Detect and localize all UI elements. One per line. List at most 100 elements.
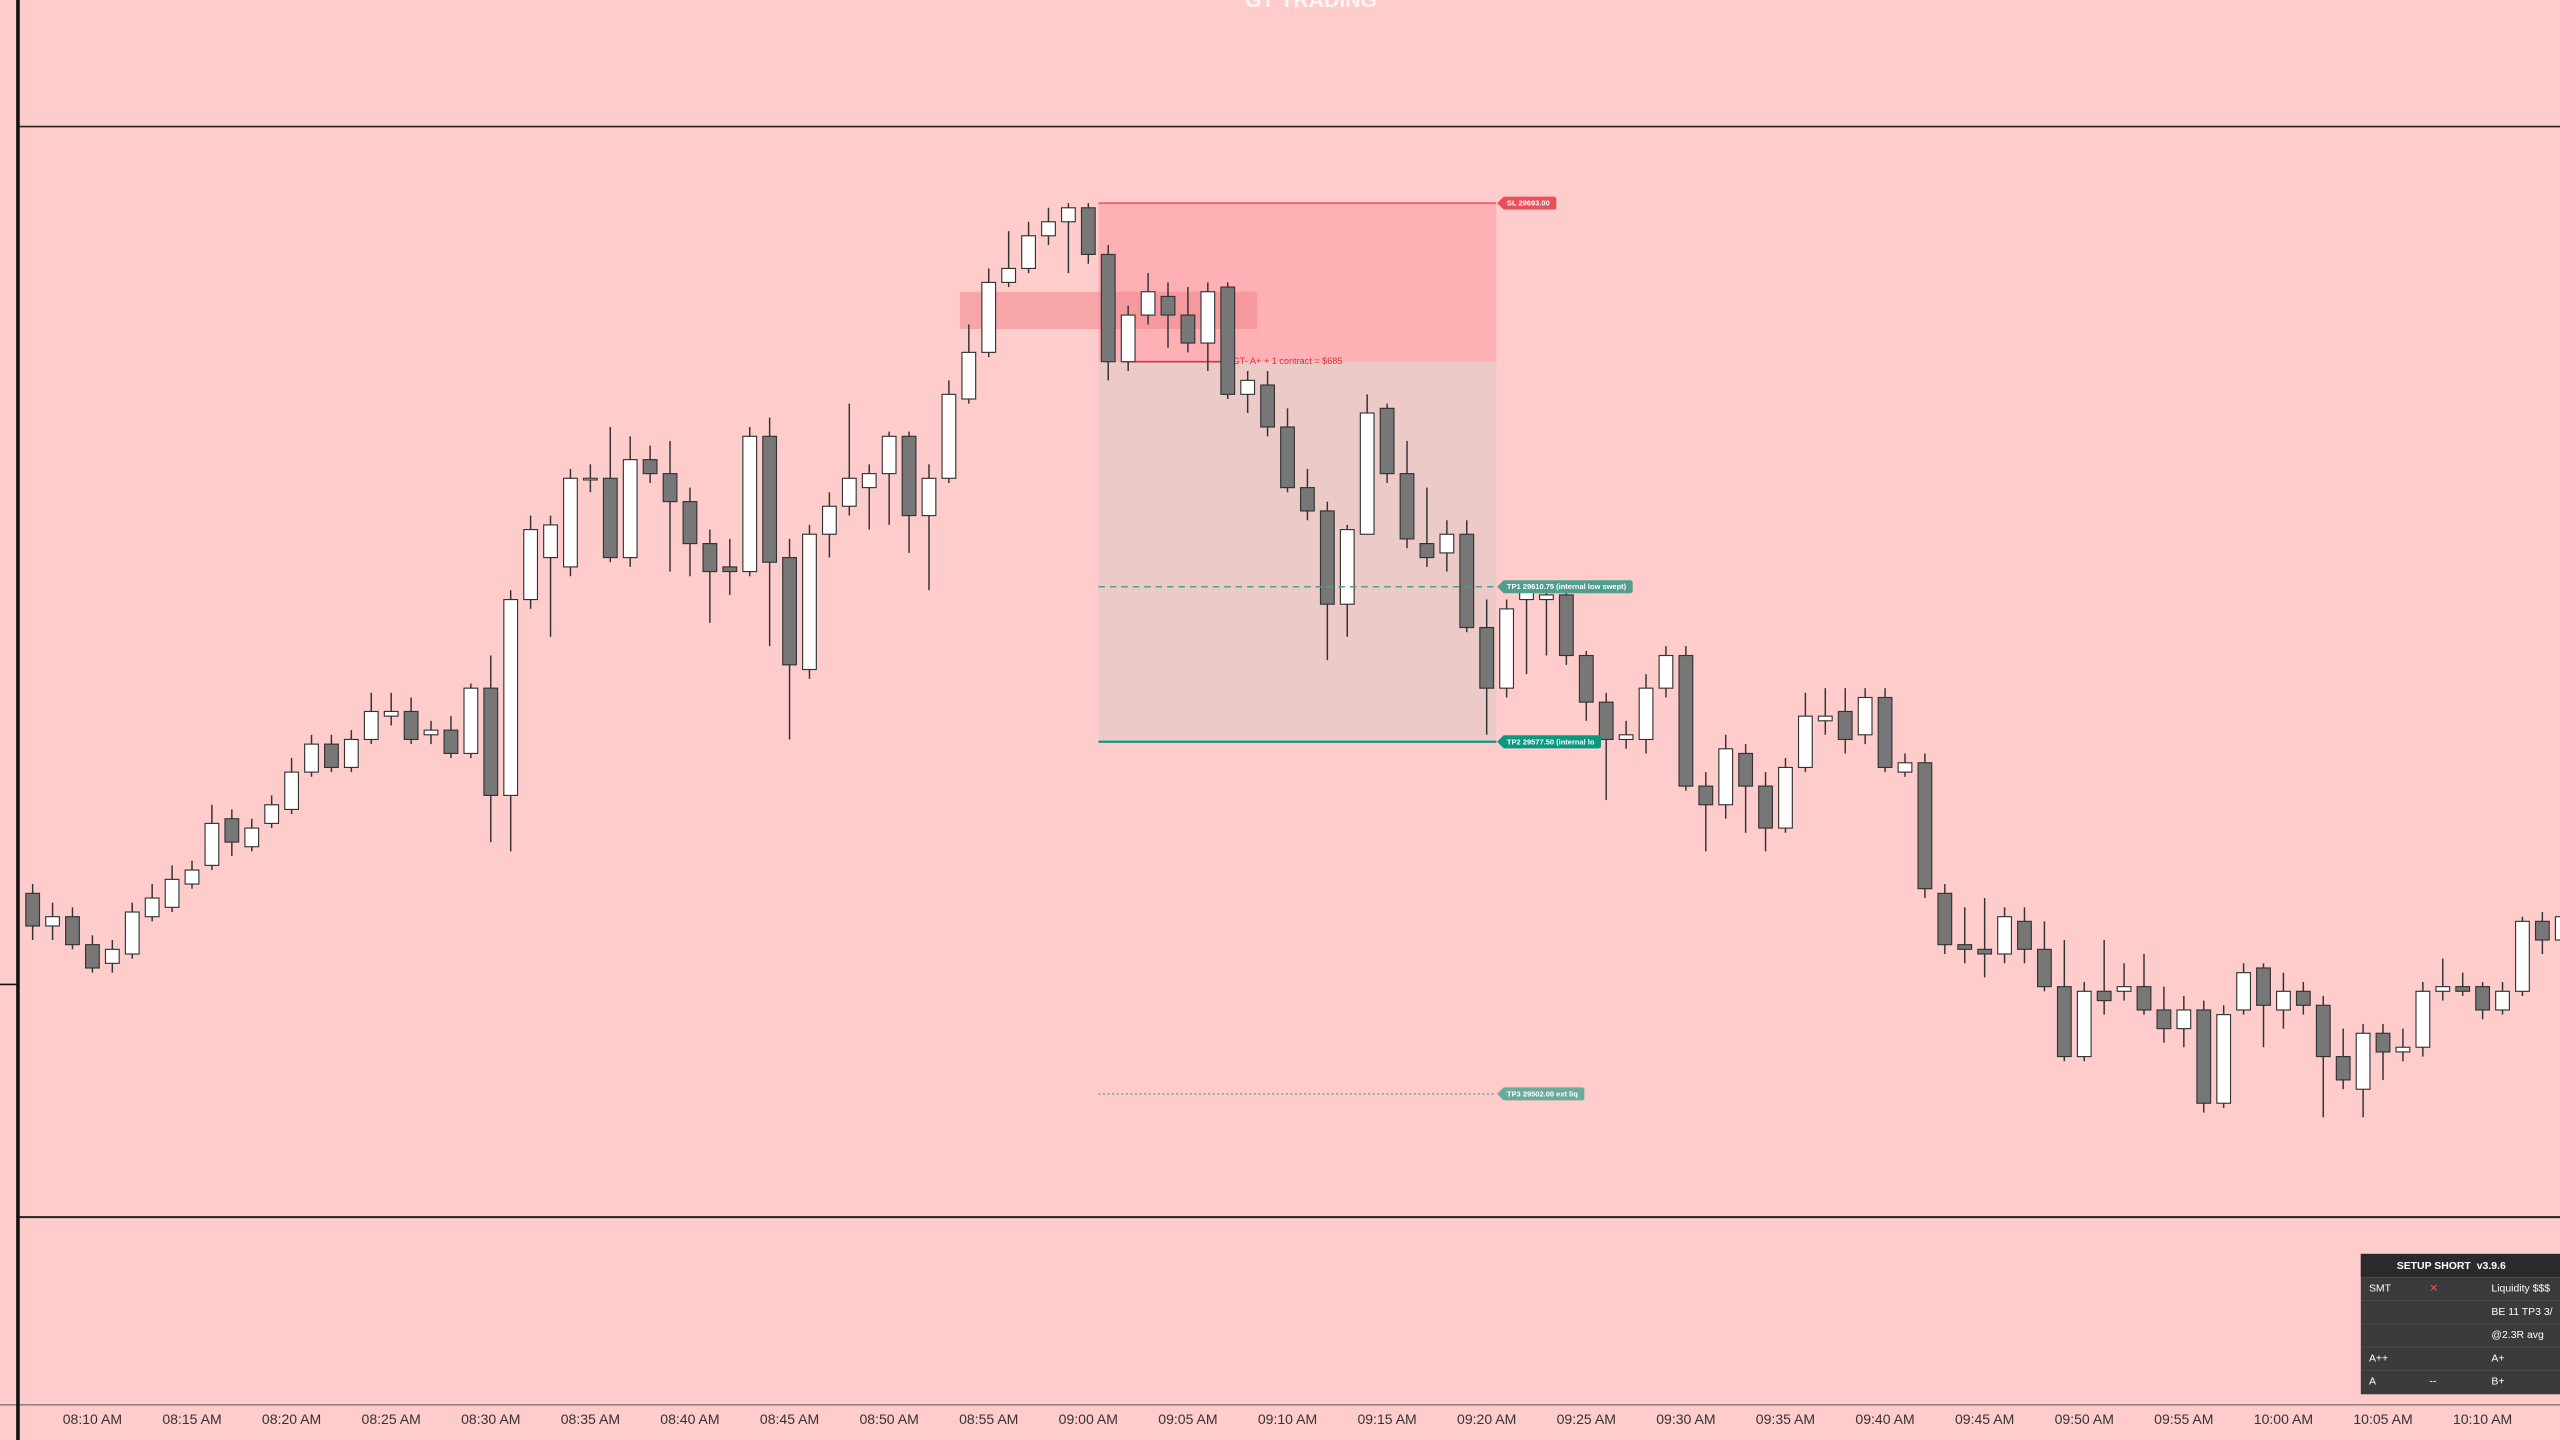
x-tick-label: 08:20 AM [262,1411,321,1427]
risk-zone [1098,203,1497,362]
candle-body [2554,916,2560,941]
level-tag-bg [1497,735,1602,749]
x-tick-label: 08:55 AM [959,1411,1018,1427]
candle-body [523,529,539,601]
panel-cell: A [2369,1376,2376,1387]
panel-header [2360,1253,2560,1277]
candle-body [941,393,957,479]
x-tick-label: 09:30 AM [1656,1411,1715,1427]
candle-body [841,477,857,507]
level-tag-label: TP1 29610.75 (internal low swept) [1507,582,1627,591]
candle-body [1957,944,1973,950]
candle-body [2096,990,2112,1002]
candle-body [1917,762,1933,890]
candle-body [1698,785,1714,806]
candle-body [2196,1009,2212,1104]
candle-body [2415,990,2431,1048]
candle-body [443,729,459,755]
x-tick-label: 09:10 AM [1258,1411,1317,1427]
x-tick-label: 08:35 AM [561,1411,620,1427]
candle-body [1379,407,1395,475]
candle-body [1459,533,1475,629]
x-tick-label: 08:50 AM [859,1411,918,1427]
entry-label: GT- A+ + 1 contract = $685 [1233,356,1343,366]
candle-body [1598,701,1614,741]
candle-body [1200,291,1216,344]
candle-body [1618,734,1634,741]
candle-body [2315,1004,2331,1058]
candle-body [1658,654,1674,689]
candle-body [144,897,160,918]
candle-body [921,477,937,517]
candle-body [1558,594,1574,657]
x-tick-label: 08:45 AM [760,1411,819,1427]
candle-body [463,687,479,755]
candle-body [961,351,977,400]
candle-body [1319,510,1335,605]
reward-zone [1098,361,1497,742]
candle-body [762,435,778,563]
candle-body [284,771,300,810]
candle-body [563,477,578,568]
candle-body [2036,948,2052,988]
candle-body [1419,543,1435,559]
candle-body [1280,426,1295,489]
x-tick-label: 08:10 AM [63,1411,122,1427]
candle-body [1778,766,1793,829]
candle-body [2017,920,2032,950]
candle-body [2355,1032,2371,1090]
candle-body [2375,1032,2391,1053]
panel-cell: A+ [2491,1353,2504,1364]
candle-body [124,911,140,955]
candle-body [901,435,917,517]
candle-body [861,473,877,489]
panel-title: SETUP SHORT [2397,1261,2472,1272]
level-tag-label: SL 29693.00 [1507,199,1550,208]
x-tick-label: 09:25 AM [1557,1411,1616,1427]
level-tag: SL 29693.00 [1497,196,1557,210]
candle-body [1817,715,1833,722]
panel-cell: SMT [2369,1284,2392,1295]
panel-version: v3.9.6 [2477,1261,2506,1272]
candle-body [1638,687,1654,741]
candle-body [2534,920,2550,941]
level-tag: TP3 29502.00 ext liq [1497,1087,1585,1101]
panel-cell: BE 11 TP3 3/ [2491,1307,2552,1318]
candle-body [1359,412,1375,535]
candle-body [2156,1009,2172,1030]
candle-body [1718,748,1734,806]
candle-body [343,738,359,769]
candle-body [602,477,618,559]
level-tag-label: TP2 29577.50 (internal lo [1507,737,1595,746]
candle-body [1857,696,1873,736]
x-tick-label: 09:50 AM [2055,1411,2114,1427]
candle-body [164,878,180,908]
x-tick-label: 08:25 AM [362,1411,421,1427]
candle-body [1240,379,1256,395]
panel-cell: -- [2429,1376,2436,1387]
x-tick-label: 09:45 AM [1955,1411,2014,1427]
candle-body [2176,1009,2192,1030]
candle-body [324,743,339,769]
candle-body [2116,986,2132,992]
candle-body [1120,314,1136,363]
x-tick-label: 08:30 AM [461,1411,520,1427]
x-tick-label: 08:15 AM [162,1411,221,1427]
x-tick-label: 09:55 AM [2154,1411,2213,1427]
candle-body [543,524,558,559]
candle-body [1080,207,1096,256]
candle-body [1060,207,1076,223]
candle-body [622,459,638,559]
candle-body [1539,594,1554,601]
candle-body [2395,1046,2411,1053]
candle-body [682,501,698,545]
candle-body [1738,752,1754,787]
candle-body [2136,986,2152,1011]
candle-body [1837,710,1853,741]
candle-body [821,505,837,535]
level-tag-bg [1497,196,1557,210]
panel-cell: @2.3R avg [2491,1330,2544,1341]
